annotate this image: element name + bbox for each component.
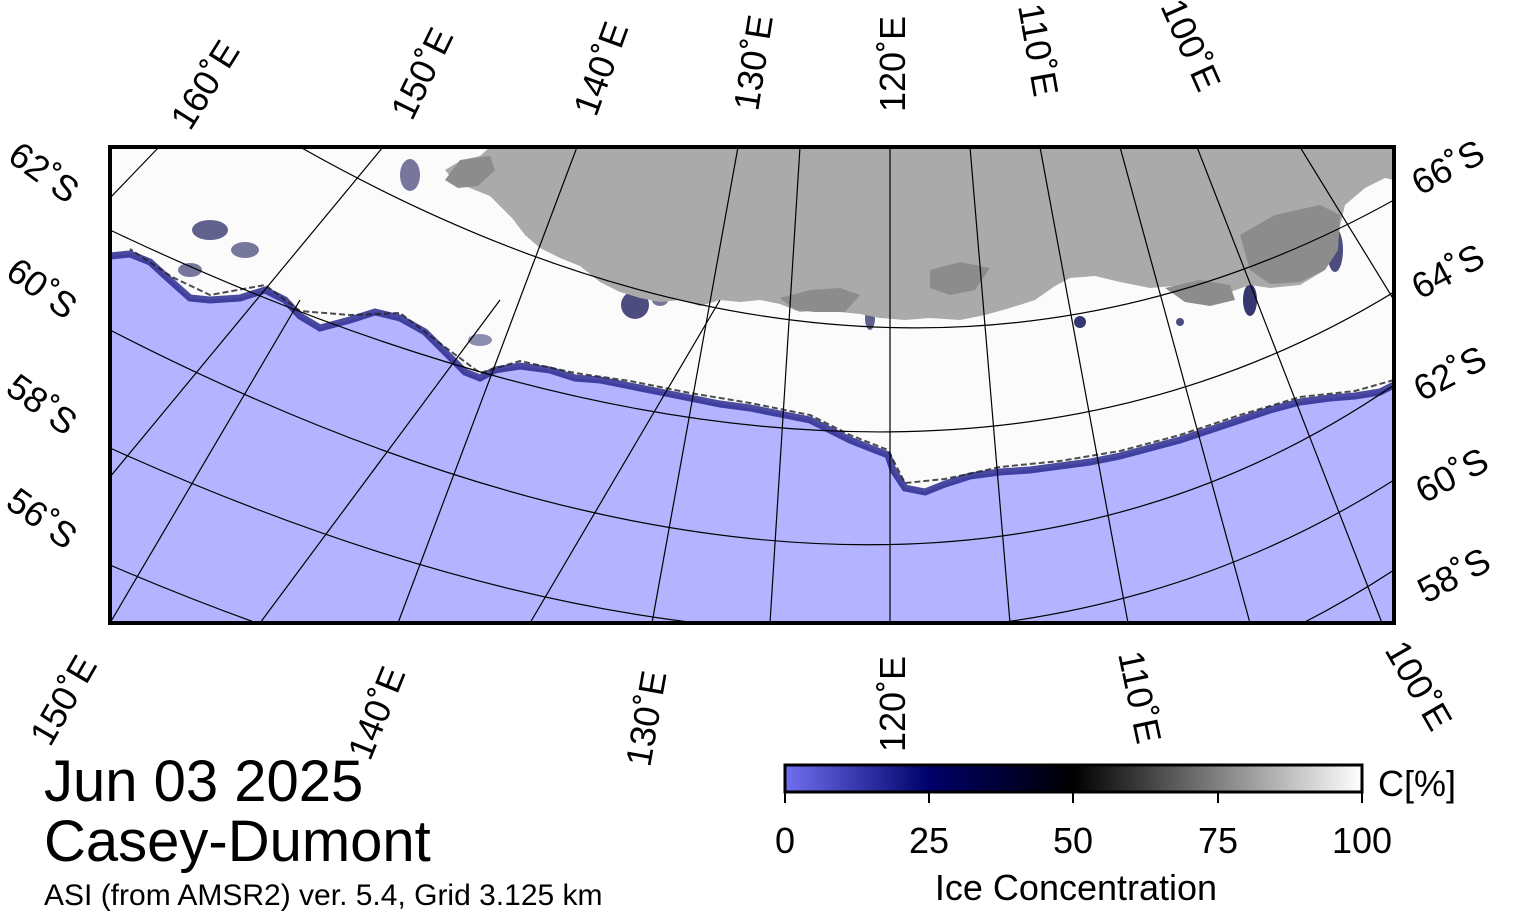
colorbar-tick-label: 0: [775, 820, 795, 861]
product-info: ASI (from AMSR2) ver. 5.4, Grid 3.125 km: [44, 879, 603, 912]
colorbar-tick-label: 50: [1053, 820, 1093, 861]
lat-label-right: 66˚S: [1405, 131, 1491, 203]
lon-label-top: 140˚E: [565, 16, 636, 120]
map-area: [110, 147, 1394, 623]
colorbar-unit: C[%]: [1378, 763, 1456, 804]
longitude-labels-top: 160˚E 150˚E 140˚E 130˚E 120˚E 110˚E 100˚…: [162, 0, 1229, 136]
map-frame: [108, 145, 1396, 625]
colorbar-title: Ice Concentration: [935, 867, 1217, 908]
lat-label-right: 62˚S: [1407, 337, 1493, 409]
latitude-labels-right: 66˚S 64˚S 62˚S 60˚S 58˚S: [1405, 131, 1497, 611]
lon-label-bottom: 130˚E: [618, 668, 675, 770]
lon-label-top: 120˚E: [872, 16, 913, 112]
lat-label-right: 64˚S: [1405, 235, 1491, 307]
colorbar-tick-label: 100: [1332, 820, 1392, 861]
lon-label-bottom: 100˚E: [1377, 634, 1461, 738]
lon-label-bottom: 120˚E: [872, 656, 913, 752]
graticule-parallels: [110, 147, 1394, 623]
region-name: Casey-Dumont: [44, 809, 431, 874]
lat-label-left: 60˚S: [0, 249, 85, 327]
ice-edge-band: [110, 250, 1394, 496]
map-date: Jun 03 2025: [44, 749, 364, 814]
colorbar-ticks: [784, 792, 1363, 803]
graticule-meridians: [110, 147, 1394, 623]
lat-label-right: 58˚S: [1411, 539, 1497, 611]
lon-label-top: 150˚E: [382, 21, 461, 125]
antarctica-land: [445, 147, 1394, 320]
latitude-labels-left: 62˚S 60˚S 58˚S 56˚S: [0, 133, 87, 557]
lon-label-top: 100˚E: [1153, 0, 1230, 97]
colorbar-tick-label: 25: [909, 820, 949, 861]
lon-label-top: 160˚E: [162, 33, 248, 136]
lat-label-left: 62˚S: [1, 133, 87, 211]
colorbar-tick-label: 75: [1198, 820, 1238, 861]
colorbar-gradient: [783, 763, 1364, 794]
ice-edge-dark: [129, 248, 1394, 485]
lat-label-left: 56˚S: [0, 479, 85, 557]
lon-label-bottom: 150˚E: [21, 648, 105, 752]
lon-label-bottom: 110˚E: [1110, 647, 1170, 747]
lon-label-top: 110˚E: [1010, 0, 1067, 99]
lat-label-right: 60˚S: [1409, 439, 1495, 511]
lat-label-left: 58˚S: [0, 365, 85, 443]
lon-label-top: 130˚E: [725, 12, 781, 113]
colorbar: 0 25 50 75 100 C[%] Ice Concentration: [775, 763, 1456, 908]
ice-shelves: [445, 156, 1340, 312]
